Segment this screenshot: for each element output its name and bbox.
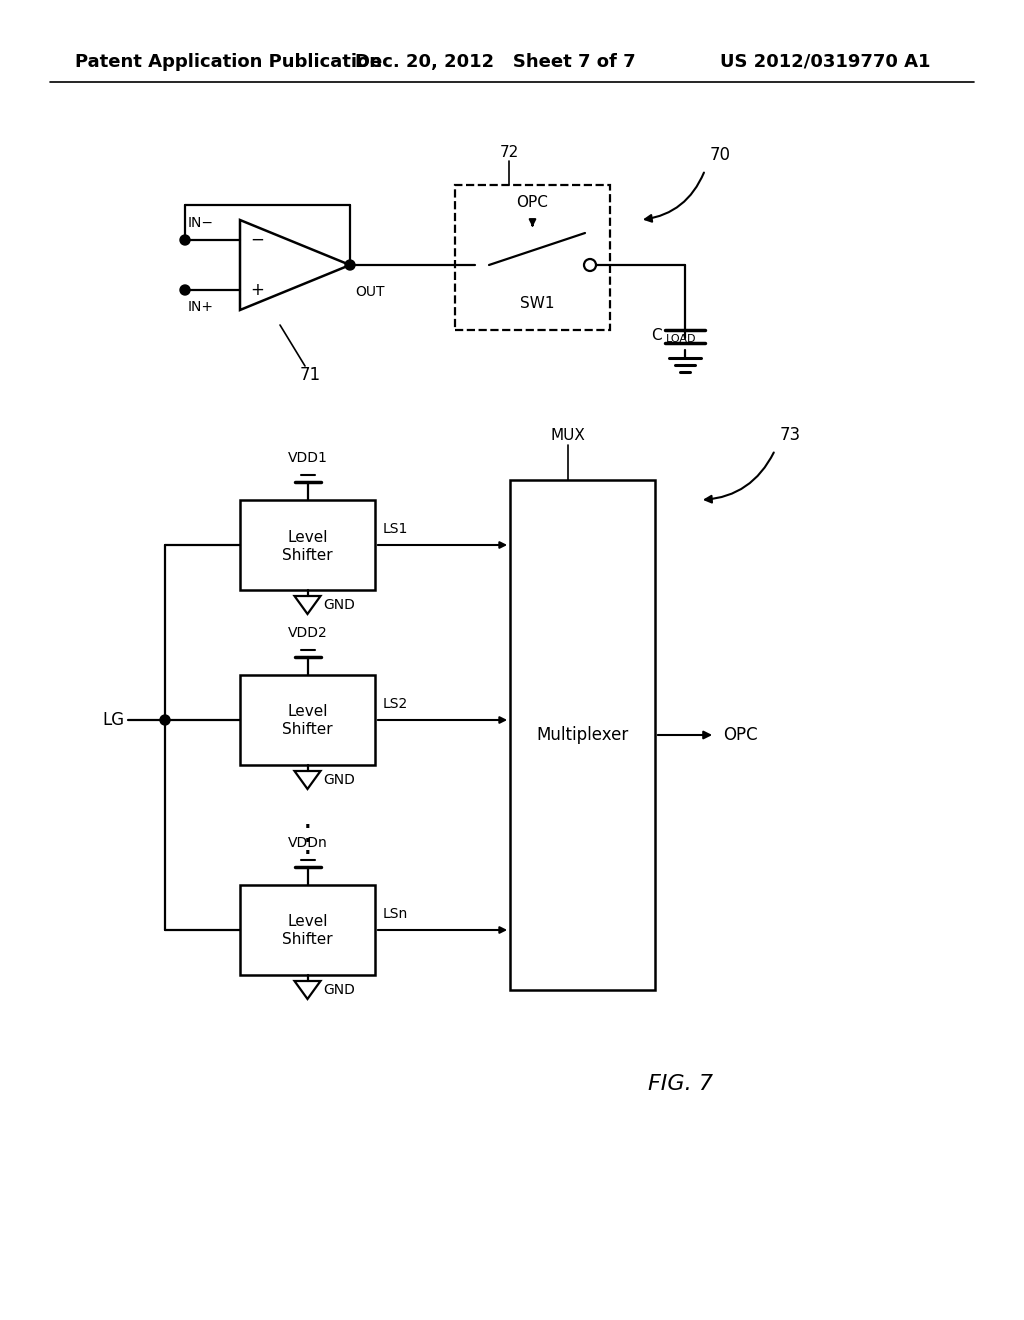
- Text: 71: 71: [299, 366, 321, 384]
- Text: IN−: IN−: [188, 216, 214, 230]
- Text: LG: LG: [102, 711, 125, 729]
- Text: GND: GND: [324, 983, 355, 997]
- Text: Patent Application Publication: Patent Application Publication: [75, 53, 382, 71]
- Text: Level: Level: [288, 705, 328, 719]
- Text: +: +: [250, 281, 264, 300]
- Text: Shifter: Shifter: [283, 932, 333, 948]
- Text: LS1: LS1: [383, 521, 409, 536]
- Text: VDDn: VDDn: [288, 836, 328, 850]
- Text: C: C: [651, 329, 662, 343]
- Text: VDD1: VDD1: [288, 451, 328, 465]
- Text: 72: 72: [500, 145, 519, 160]
- Circle shape: [160, 715, 170, 725]
- FancyArrowPatch shape: [645, 173, 703, 222]
- Text: SW1: SW1: [520, 296, 555, 312]
- Text: Shifter: Shifter: [283, 722, 333, 738]
- Text: MUX: MUX: [551, 428, 586, 444]
- Text: 73: 73: [780, 426, 801, 444]
- Circle shape: [180, 235, 190, 246]
- Text: LSn: LSn: [383, 907, 409, 921]
- Text: Shifter: Shifter: [283, 548, 333, 562]
- Bar: [240, 884, 375, 975]
- Text: FIG. 7: FIG. 7: [647, 1074, 713, 1094]
- FancyArrowPatch shape: [706, 453, 774, 503]
- Text: LS2: LS2: [383, 697, 409, 711]
- Text: OPC: OPC: [723, 726, 758, 744]
- Text: OPC: OPC: [516, 195, 549, 210]
- Text: .: .: [303, 832, 312, 861]
- Text: IN+: IN+: [188, 300, 214, 314]
- Text: OUT: OUT: [355, 285, 384, 300]
- Circle shape: [345, 260, 355, 271]
- Text: Level: Level: [288, 915, 328, 929]
- Bar: [240, 500, 375, 590]
- Text: LOAD: LOAD: [666, 334, 696, 345]
- Text: US 2012/0319770 A1: US 2012/0319770 A1: [720, 53, 931, 71]
- Bar: [455, 185, 610, 330]
- Text: VDD2: VDD2: [288, 626, 328, 640]
- Text: 70: 70: [710, 147, 731, 164]
- Text: Dec. 20, 2012   Sheet 7 of 7: Dec. 20, 2012 Sheet 7 of 7: [355, 53, 636, 71]
- Bar: [510, 480, 655, 990]
- Text: Multiplexer: Multiplexer: [537, 726, 629, 744]
- Text: .: .: [303, 805, 312, 834]
- Text: −: −: [250, 231, 264, 249]
- Text: GND: GND: [324, 598, 355, 612]
- Text: .: .: [303, 818, 312, 847]
- Circle shape: [180, 285, 190, 294]
- Bar: [240, 675, 375, 766]
- Text: GND: GND: [324, 774, 355, 787]
- Text: Level: Level: [288, 529, 328, 544]
